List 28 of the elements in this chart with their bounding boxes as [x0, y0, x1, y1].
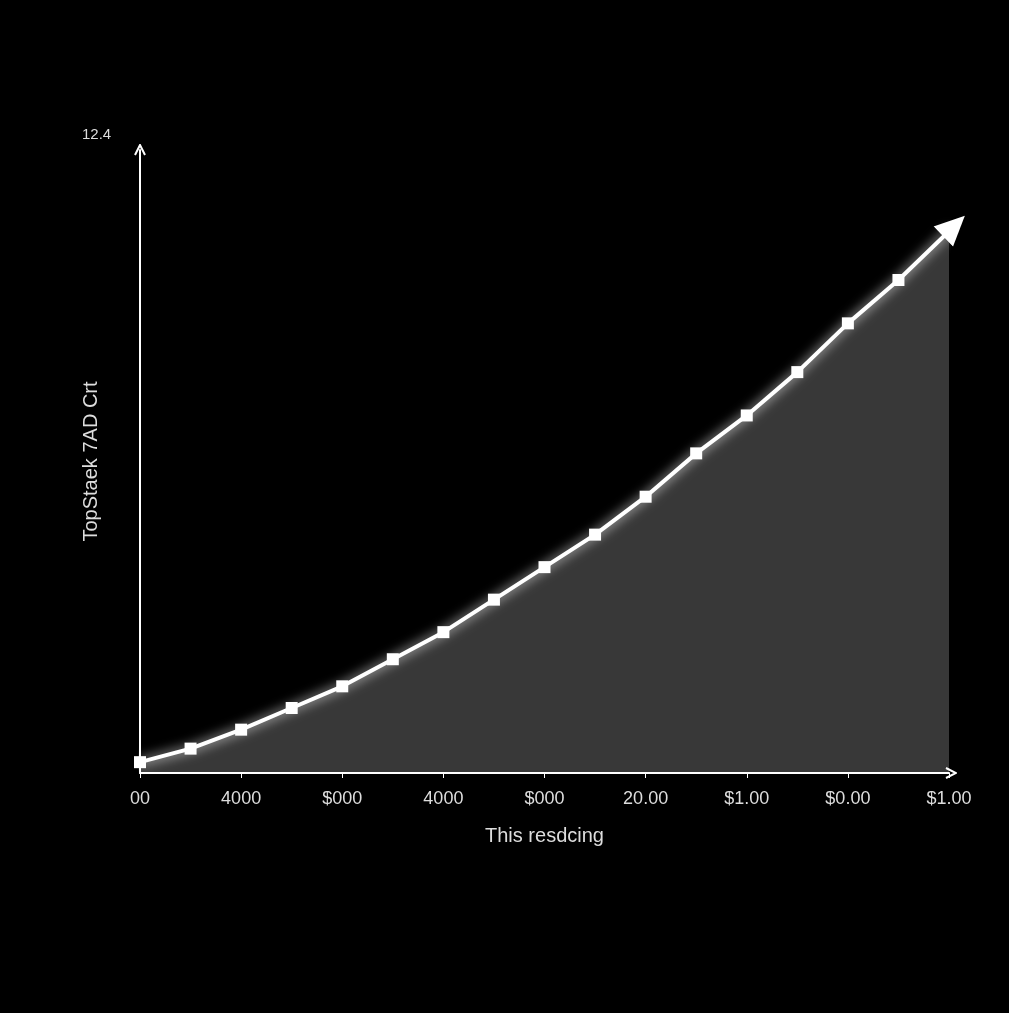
point — [184, 742, 197, 755]
x-tick-label: $1.00 — [724, 788, 770, 808]
point — [538, 561, 551, 574]
point — [892, 274, 905, 287]
point — [740, 409, 753, 422]
point — [336, 680, 349, 693]
x-tick-label: 00 — [129, 788, 151, 808]
x-tick-label: $000 — [322, 788, 363, 808]
x-tick-label: 4000 — [423, 788, 464, 808]
point — [235, 723, 248, 736]
point — [791, 366, 804, 379]
text: 12.4 — [82, 125, 112, 142]
x-tick-label: $0.00 — [825, 788, 871, 808]
x-tick-label: 20.00 — [623, 788, 669, 808]
point — [841, 317, 854, 330]
point — [134, 756, 146, 769]
point — [285, 701, 298, 714]
point — [437, 626, 450, 639]
y-axis-title: TopStaek 7AD Crt — [79, 381, 101, 542]
point — [487, 593, 500, 606]
x-tick-label: $1.00 — [926, 788, 972, 808]
point — [589, 528, 602, 541]
x-tick-label: 4000 — [221, 788, 262, 808]
point — [690, 447, 703, 460]
point — [639, 490, 652, 503]
x-tick-label: $000 — [524, 788, 565, 808]
x-axis-title: This resdcing — [485, 824, 604, 846]
point — [386, 653, 399, 666]
